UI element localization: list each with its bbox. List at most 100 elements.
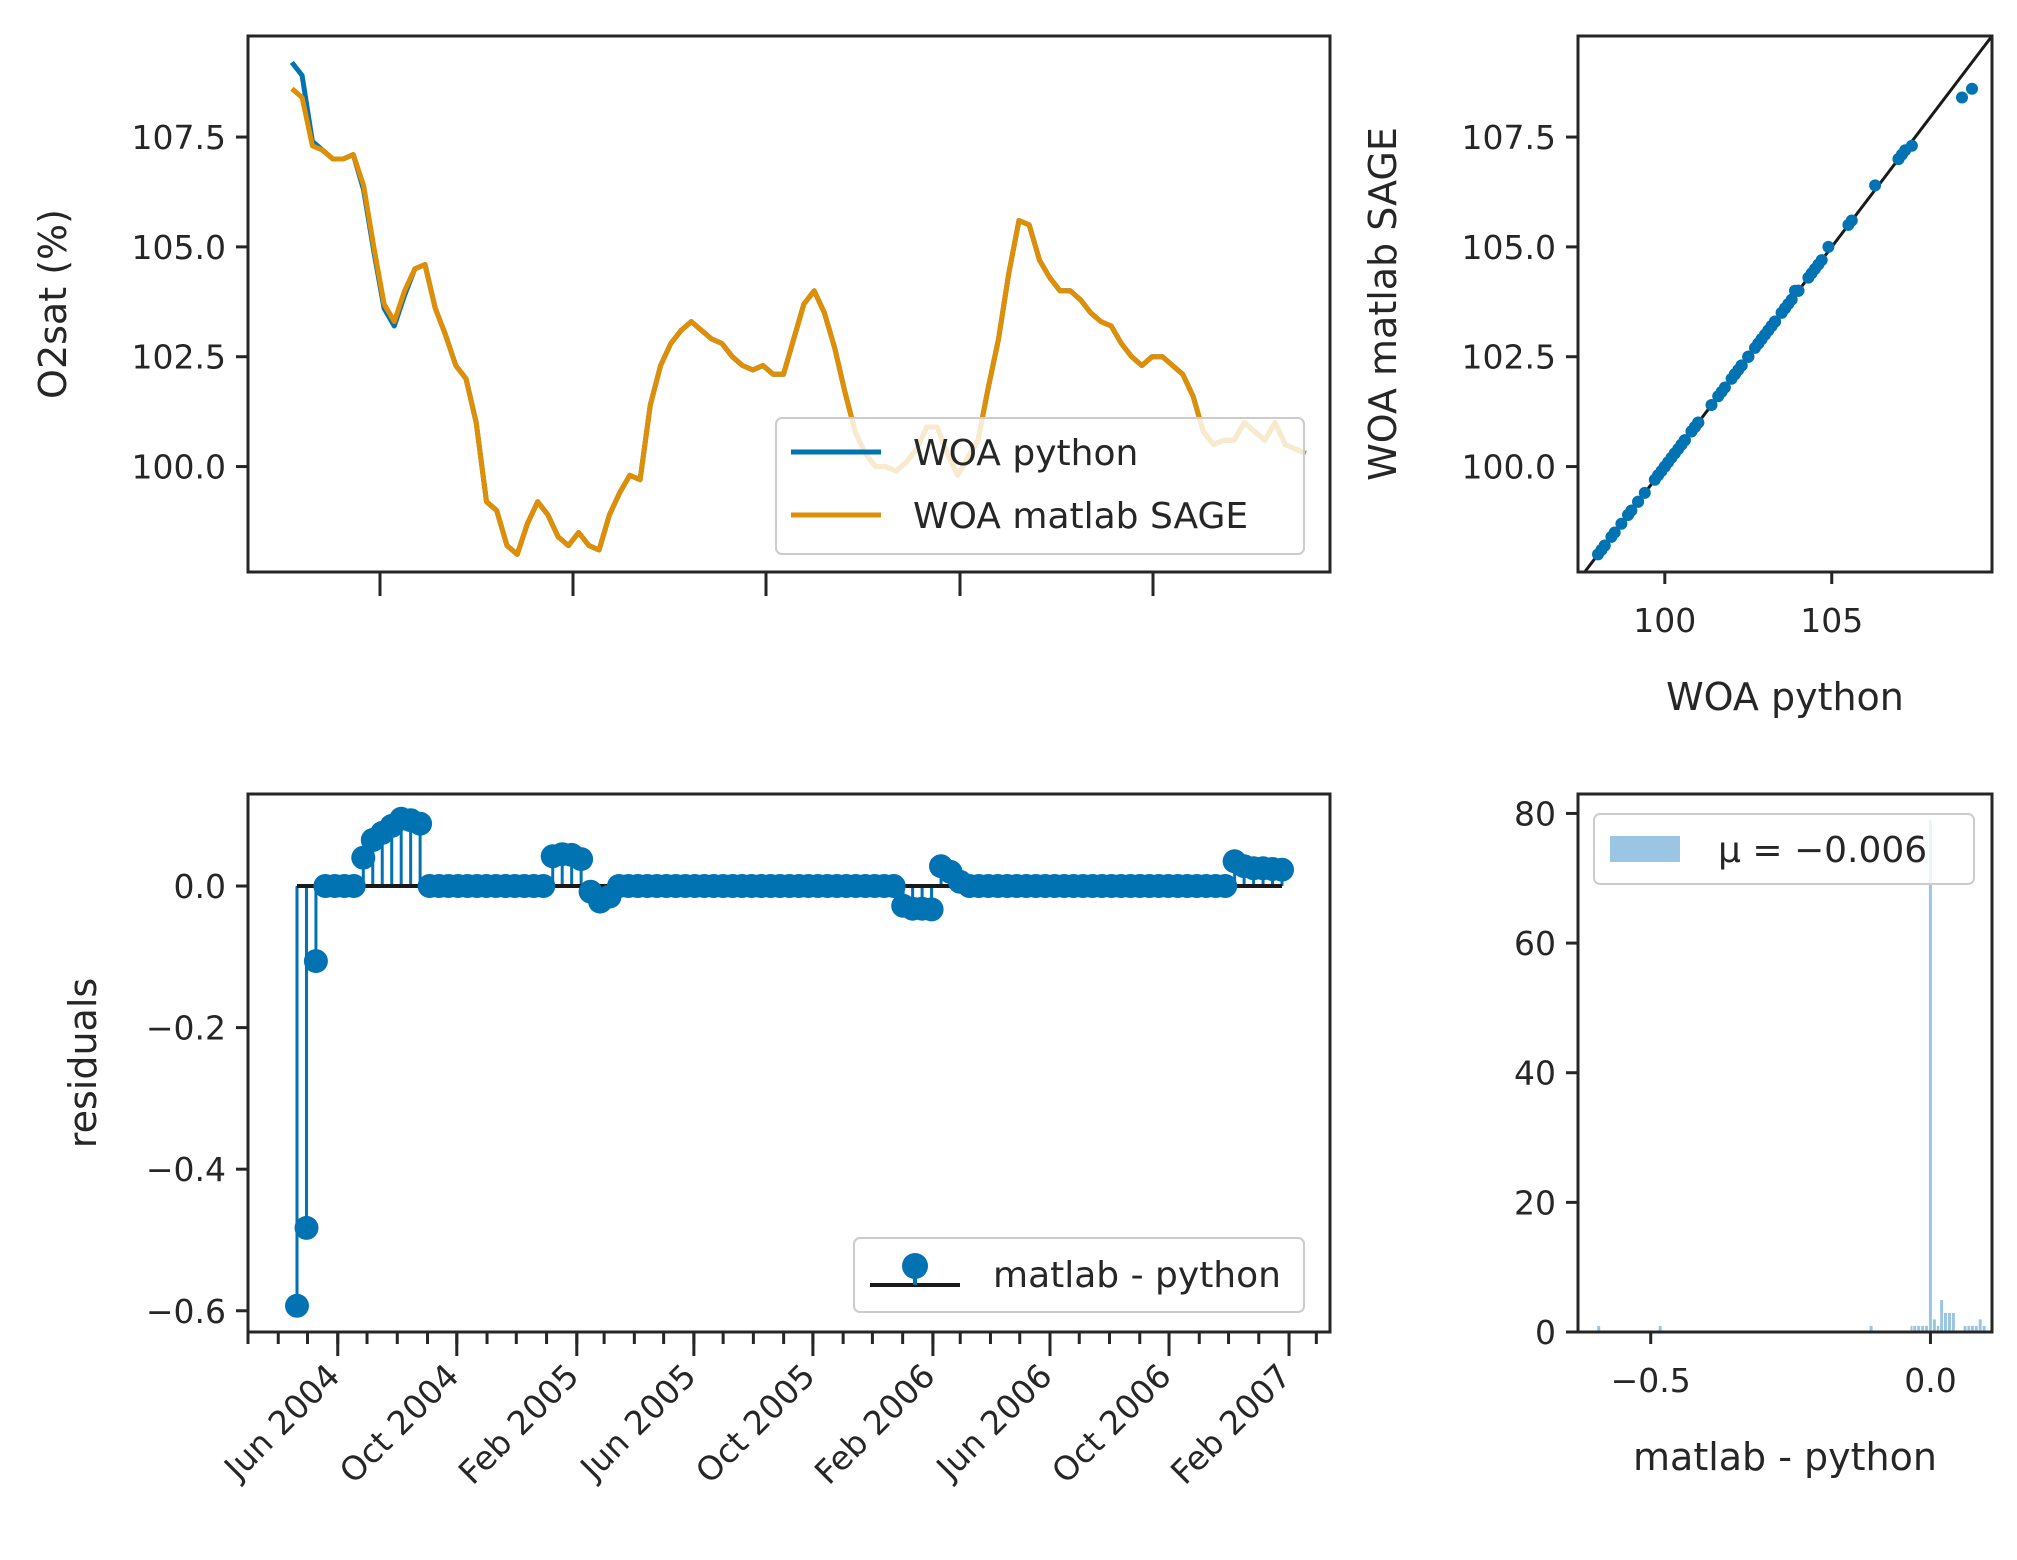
y-tick-label: −0.2 — [146, 1009, 226, 1048]
x-tick-label: Feb 2005 — [451, 1356, 587, 1492]
timeseries-legend: WOA python WOA matlab SAGE — [775, 417, 1305, 555]
histogram-panel: 0 20 40 60 80 −0.5 0.0 matlab - python μ = −0… — [1514, 792, 1994, 1479]
residuals-y-ticks: −0.6 −0.4 −0.2 0.0 — [146, 867, 248, 1331]
stem-marker — [303, 949, 328, 974]
x-tick-label: Jun 2004 — [215, 1356, 347, 1488]
scatter-point — [1638, 486, 1651, 499]
histogram-legend: μ = −0.006 — [1593, 813, 1975, 885]
residuals-legend-box — [853, 1237, 1305, 1313]
stem-marker — [881, 874, 906, 898]
scatter-point — [1692, 416, 1705, 429]
x-tick-label: Oct 2006 — [1044, 1356, 1179, 1491]
scatter-frame — [1576, 34, 1994, 574]
histogram-x-axis-label: matlab - python — [1633, 1435, 1937, 1479]
scatter-y-axis-label: WOA matlab SAGE — [1361, 127, 1405, 481]
stem-marker — [341, 874, 366, 898]
scatter-point — [1966, 82, 1978, 95]
scatter-plot-area — [1583, 35, 1994, 573]
y-tick-label: 105.0 — [1462, 228, 1556, 267]
scatter-point — [1598, 539, 1611, 552]
timeseries-legend-box — [775, 417, 1305, 555]
scatter-x-ticks: 100 105 — [1633, 572, 1863, 640]
scatter-point — [1718, 381, 1731, 394]
residuals-legend: matlab - python — [853, 1237, 1305, 1313]
y-tick-label: 60 — [1514, 924, 1556, 963]
timeseries-y-ticks: 100.0 102.5 105.0 107.5 — [132, 118, 248, 487]
residuals-y-axis-label: residuals — [61, 978, 105, 1148]
histogram-bar — [1977, 1318, 1983, 1333]
legend-label-residuals: matlab - python — [993, 1255, 1281, 1296]
histogram-frame — [1576, 792, 1994, 1334]
histogram-plot-area — [1596, 819, 1987, 1333]
y-tick-label: −0.4 — [146, 1150, 226, 1189]
legend-swatch-histogram — [1610, 836, 1680, 862]
scatter-point — [1735, 359, 1748, 372]
scatter-point — [1822, 240, 1835, 253]
scatter-x-axis-label: WOA python — [1666, 675, 1904, 719]
scatter-point — [1815, 254, 1828, 267]
scatter-point — [1608, 526, 1621, 539]
y-tick-label: 100.0 — [132, 448, 226, 487]
timeseries-panel: 100.0 102.5 105.0 107.5 O2sat (%) WOA pytho… — [31, 34, 1332, 596]
histogram-legend-box — [1593, 813, 1975, 885]
y-tick-label: 100.0 — [1462, 448, 1556, 487]
x-tick-label: Jun 2005 — [571, 1356, 703, 1488]
x-tick-label: 105 — [1800, 601, 1863, 640]
stem-marker — [1213, 874, 1238, 898]
histogram-bar — [1932, 1318, 1937, 1333]
timeseries-y-axis-label: O2sat (%) — [31, 209, 75, 399]
legend-label-python: WOA python — [913, 433, 1138, 474]
histogram-bar — [1943, 1312, 1948, 1333]
y-tick-label: 0.0 — [174, 867, 226, 906]
scatter-point — [1869, 179, 1882, 192]
timeseries-frame — [246, 34, 1332, 574]
histogram-bar — [1939, 1299, 1944, 1333]
y-tick-label: 107.5 — [132, 118, 226, 157]
histogram-x-ticks: −0.5 0.0 — [1611, 1332, 1957, 1400]
histogram-bar — [1947, 1312, 1952, 1333]
histogram-y-ticks: 0 20 40 60 80 — [1514, 794, 1578, 1352]
residuals-plot-area — [285, 806, 1294, 1318]
scatter-point — [1905, 139, 1918, 152]
stem-marker — [351, 845, 376, 870]
y-tick-label: 0 — [1535, 1313, 1556, 1352]
y-tick-label: 102.5 — [132, 338, 226, 377]
y-tick-label: 102.5 — [1462, 338, 1556, 377]
series-line-matlab — [290, 86, 1307, 557]
scatter-point — [1625, 504, 1638, 517]
legend-label-matlab: WOA matlab SAGE — [913, 496, 1248, 537]
scatter-point — [1705, 399, 1718, 411]
histogram-bar — [1928, 819, 1933, 1333]
y-tick-label: 40 — [1514, 1054, 1556, 1093]
scatter-point — [1792, 284, 1805, 297]
x-tick-label: 0.0 — [1904, 1361, 1956, 1400]
stem-marker — [569, 847, 594, 872]
y-tick-label: 20 — [1514, 1183, 1556, 1222]
x-tick-label: Oct 2004 — [332, 1356, 467, 1491]
stem-marker — [408, 811, 433, 836]
y-tick-label: 107.5 — [1462, 118, 1556, 157]
x-tick-label: Oct 2005 — [688, 1356, 823, 1491]
legend-stem-marker — [902, 1253, 928, 1279]
scatter-y-ticks: 100.0 102.5 105.0 107.5 — [1462, 118, 1578, 487]
x-tick-label: Jun 2006 — [927, 1356, 1059, 1488]
x-tick-label: Feb 2007 — [1163, 1356, 1299, 1492]
x-tick-label: −0.5 — [1611, 1361, 1691, 1400]
scatter-point — [1678, 434, 1691, 447]
scatter-point — [1956, 91, 1968, 104]
stem-marker — [531, 874, 556, 898]
y-tick-label: 105.0 — [132, 228, 226, 267]
y-tick-label: 80 — [1514, 794, 1556, 833]
stem-marker — [919, 897, 944, 922]
timeseries-x-ticks — [378, 572, 1155, 596]
y-tick-label: −0.6 — [146, 1292, 226, 1331]
x-tick-label: 100 — [1633, 601, 1696, 640]
legend-label-histogram: μ = −0.006 — [1718, 830, 1927, 871]
stem-marker — [294, 1215, 319, 1240]
scatter-point — [1742, 350, 1755, 363]
scatter-point — [1845, 214, 1858, 227]
x-tick-label: Feb 2006 — [807, 1356, 943, 1492]
